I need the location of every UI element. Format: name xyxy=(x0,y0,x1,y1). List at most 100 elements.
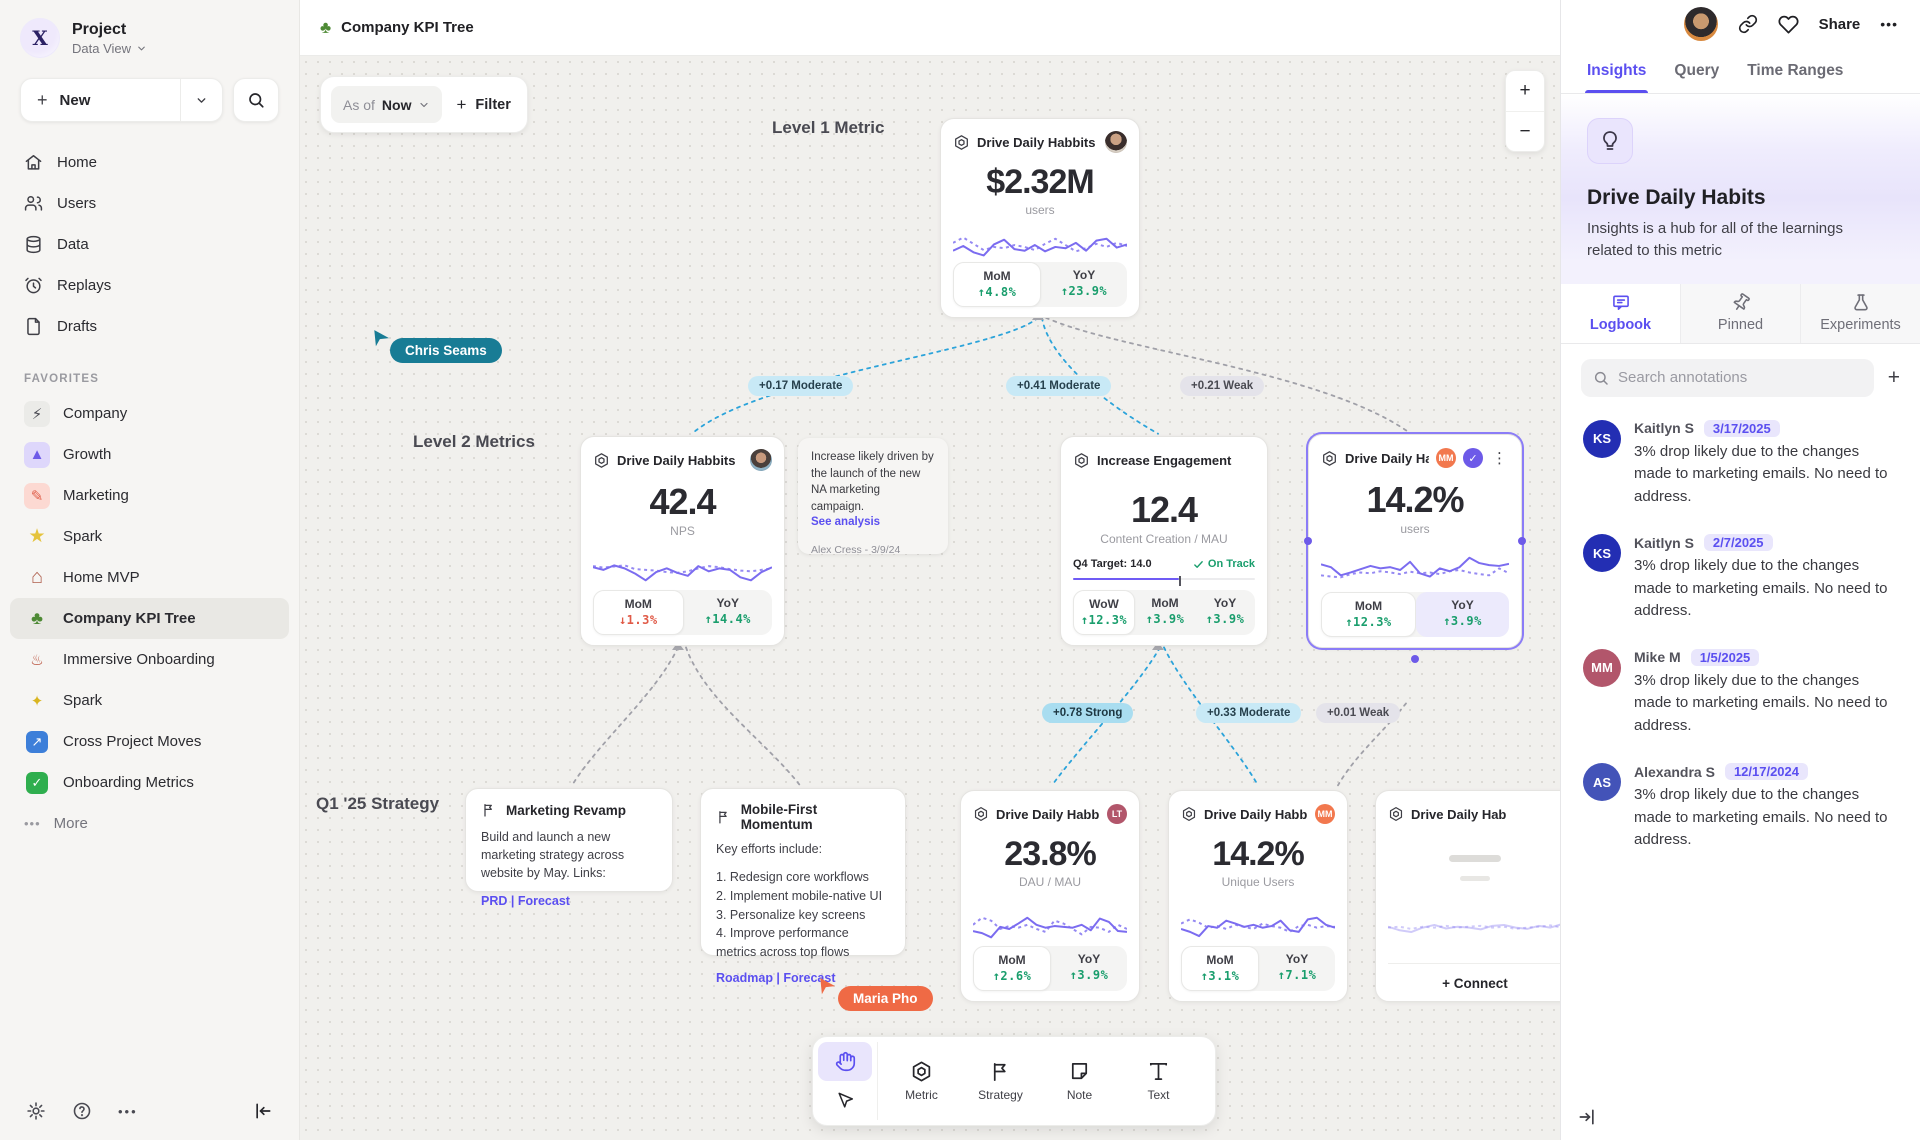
lightbulb-icon xyxy=(1587,118,1633,164)
yoy-chip[interactable]: YoY ↑7.1% xyxy=(1277,952,1317,982)
annotation-item[interactable]: MM Mike M 1/5/2025 3% drop likely due to… xyxy=(1561,636,1920,751)
selection-handle[interactable] xyxy=(1411,655,1419,663)
sidebar-item-drafts[interactable]: Drafts xyxy=(0,306,299,347)
subtab-pinned[interactable]: Pinned xyxy=(1680,283,1800,343)
yoy-chip[interactable]: YoY ↑3.9% xyxy=(1069,952,1109,982)
annotation-text: 3% drop likely due to the changes made t… xyxy=(1634,671,1888,734)
metric-value: 23.8% xyxy=(1004,835,1096,873)
annotation-item[interactable]: KS Kaitlyn S 2/7/2025 3% drop likely due… xyxy=(1561,521,1920,636)
strategy-links[interactable]: PRD | Forecast xyxy=(481,894,570,909)
strategy-card-marketing-revamp[interactable]: Marketing Revamp Build and launch a new … xyxy=(465,788,673,908)
help-icon[interactable] xyxy=(72,1101,92,1121)
yoy-chip[interactable]: YoY ↑14.4% xyxy=(704,596,751,626)
zoom-out-button[interactable]: − xyxy=(1506,111,1544,151)
strategy-links[interactable]: Roadmap | Forecast xyxy=(716,970,836,985)
skeleton-line xyxy=(1460,876,1490,881)
tab-insights[interactable]: Insights xyxy=(1584,48,1649,93)
more-options-icon[interactable]: ••• xyxy=(118,1103,138,1119)
search-annotations-input[interactable]: Search annotations xyxy=(1581,358,1874,397)
metric-card-engagement[interactable]: Increase Engagement 12.4 Content Creatio… xyxy=(1060,436,1268,646)
mom-chip[interactable]: MoM ↑3.1% xyxy=(1181,946,1259,991)
sidebar-item-growth[interactable]: ▲ Growth xyxy=(10,434,289,475)
sidebar-item-cross-project-moves[interactable]: ↗ Cross Project Moves xyxy=(10,721,289,762)
canvas-annotation-note[interactable]: Increase likely driven by the launch of … xyxy=(798,438,948,556)
share-button[interactable]: Share xyxy=(1818,15,1861,33)
sidebar-more-button[interactable]: ••• More xyxy=(0,803,299,844)
sidebar-item-company[interactable]: ⚡ Company xyxy=(10,393,289,434)
mom-chip[interactable]: MoM ↑4.8% xyxy=(953,262,1041,307)
yoy-chip[interactable]: YoY ↑23.9% xyxy=(1060,268,1108,298)
gear-icon[interactable] xyxy=(26,1101,46,1121)
sparkline-chart xyxy=(593,546,772,590)
search-button[interactable] xyxy=(233,78,279,122)
collapse-panel-icon[interactable] xyxy=(1577,1107,1597,1127)
metric-card-unique-users[interactable]: Drive Daily Habbits MM 14.2% Unique User… xyxy=(1168,790,1348,1002)
subtab-experiments[interactable]: Experiments xyxy=(1800,283,1920,343)
sidebar-item-data[interactable]: Data xyxy=(0,224,299,265)
sidebar-item-marketing[interactable]: ✎ Marketing xyxy=(10,475,289,516)
sidebar-item-home[interactable]: Home xyxy=(0,142,299,183)
selection-handle[interactable] xyxy=(1304,537,1312,545)
yoy-chip[interactable]: YoY ↑3.9% xyxy=(1205,596,1245,626)
sidebar-item-spark-2[interactable]: ✦ Spark xyxy=(10,680,289,721)
sidebar-item-replays[interactable]: Replays xyxy=(0,265,299,306)
metric-hexagon-icon xyxy=(1389,807,1403,821)
sidebar-footer: ••• xyxy=(0,1082,299,1140)
hand-tool-button[interactable] xyxy=(818,1042,872,1081)
metric-card-selected[interactable]: Drive Daily Habb.. MM ✓ ⋮ 14.2% users Mo… xyxy=(1304,434,1526,663)
metric-card-level1[interactable]: Drive Daily Habbits $2.32M users MoM ↑4.… xyxy=(940,118,1140,318)
yoy-chip[interactable]: YoY ↑3.9% xyxy=(1416,592,1509,637)
tab-query[interactable]: Query xyxy=(1674,61,1720,79)
sidebar-item-immersive-onboarding[interactable]: ♨ Immersive Onboarding xyxy=(10,639,289,680)
wow-chip[interactable]: WoW ↑12.3% xyxy=(1073,590,1135,635)
user-avatar[interactable] xyxy=(1683,7,1718,41)
as-of-dropdown[interactable]: As of Now xyxy=(331,86,443,123)
sidebar-item-label: Cross Project Moves xyxy=(63,733,202,750)
annotation-item[interactable]: AS Alexandra S 12/17/2024 3% drop likely… xyxy=(1561,750,1920,865)
card-menu-icon[interactable]: ⋮ xyxy=(1492,450,1507,467)
mom-chip[interactable]: MoM ↑2.6% xyxy=(973,946,1051,991)
subtab-logbook[interactable]: Logbook xyxy=(1561,283,1680,343)
select-tool-button[interactable] xyxy=(818,1081,872,1120)
project-switcher[interactable]: X Project Data View xyxy=(0,0,299,64)
zoom-in-button[interactable]: + xyxy=(1519,80,1531,101)
kpi-tree-canvas[interactable]: As of Now + Filter + − Level 1 Metric Le… xyxy=(300,56,1560,1140)
mom-chip[interactable]: MoM ↑12.3% xyxy=(1321,592,1416,637)
add-annotation-button[interactable]: + xyxy=(1887,365,1900,389)
strategy-card-mobile-first[interactable]: Mobile-First Momentum Key efforts includ… xyxy=(700,788,906,985)
new-button[interactable]: + New xyxy=(20,78,223,122)
note-tool-button[interactable]: Note xyxy=(1040,1042,1119,1120)
sidebar-item-users[interactable]: Users xyxy=(0,183,299,224)
copy-link-icon[interactable] xyxy=(1738,14,1758,34)
metric-card-dau-mau[interactable]: Drive Daily Habbits LT 23.8% DAU / MAU M… xyxy=(960,790,1140,1002)
mom-chip[interactable]: MoM ↑3.9% xyxy=(1145,596,1185,626)
new-dropdown-caret[interactable] xyxy=(180,79,222,121)
annotation-author: Kaitlyn S xyxy=(1634,420,1694,436)
annotation-item[interactable]: KS Kaitlyn S 3/17/2025 3% drop likely du… xyxy=(1561,407,1920,522)
metric-unit: users xyxy=(1400,522,1430,536)
collapse-sidebar-icon[interactable] xyxy=(253,1101,273,1121)
strategy-tool-button[interactable]: Strategy xyxy=(961,1042,1040,1120)
mom-chip[interactable]: MoM ↓1.3% xyxy=(593,590,684,635)
more-options-icon[interactable]: ••• xyxy=(1880,16,1898,32)
sidebar-item-onboarding-metrics[interactable]: ✓ Onboarding Metrics xyxy=(10,762,289,803)
connect-button[interactable]: + Connect xyxy=(1388,963,1560,991)
see-analysis-link[interactable]: See analysis xyxy=(811,515,881,528)
metric-card-ghost[interactable]: Drive Daily Hab + Connect xyxy=(1375,790,1560,1002)
text-tool-button[interactable]: Text xyxy=(1119,1042,1198,1120)
sidebar-item-company-kpi-tree[interactable]: ♣ Company KPI Tree xyxy=(10,598,289,639)
metric-hexagon-icon xyxy=(1182,807,1196,821)
sparkline-chart xyxy=(1321,544,1509,592)
metric-card-nps[interactable]: Drive Daily Habbits 42.4 NPS MoM ↓1.3% Y… xyxy=(580,436,785,646)
sparkline-chart xyxy=(973,897,1127,946)
filter-button[interactable]: + Filter xyxy=(456,95,510,115)
edge-strength-badge: +0.17 Moderate xyxy=(748,376,854,396)
selection-handle[interactable] xyxy=(1518,537,1526,545)
annotation-text: 3% drop likely due to the changes made t… xyxy=(1634,557,1888,619)
favorite-heart-icon[interactable] xyxy=(1778,14,1799,35)
metric-tool-button[interactable]: Metric xyxy=(882,1042,961,1120)
tab-time-ranges[interactable]: Time Ranges xyxy=(1747,61,1844,79)
sidebar-item-spark[interactable]: ★ Spark xyxy=(10,516,289,557)
sidebar-item-home-mvp[interactable]: ⌂ Home MVP xyxy=(10,557,289,598)
workspace-selector[interactable]: Data View xyxy=(72,41,147,56)
